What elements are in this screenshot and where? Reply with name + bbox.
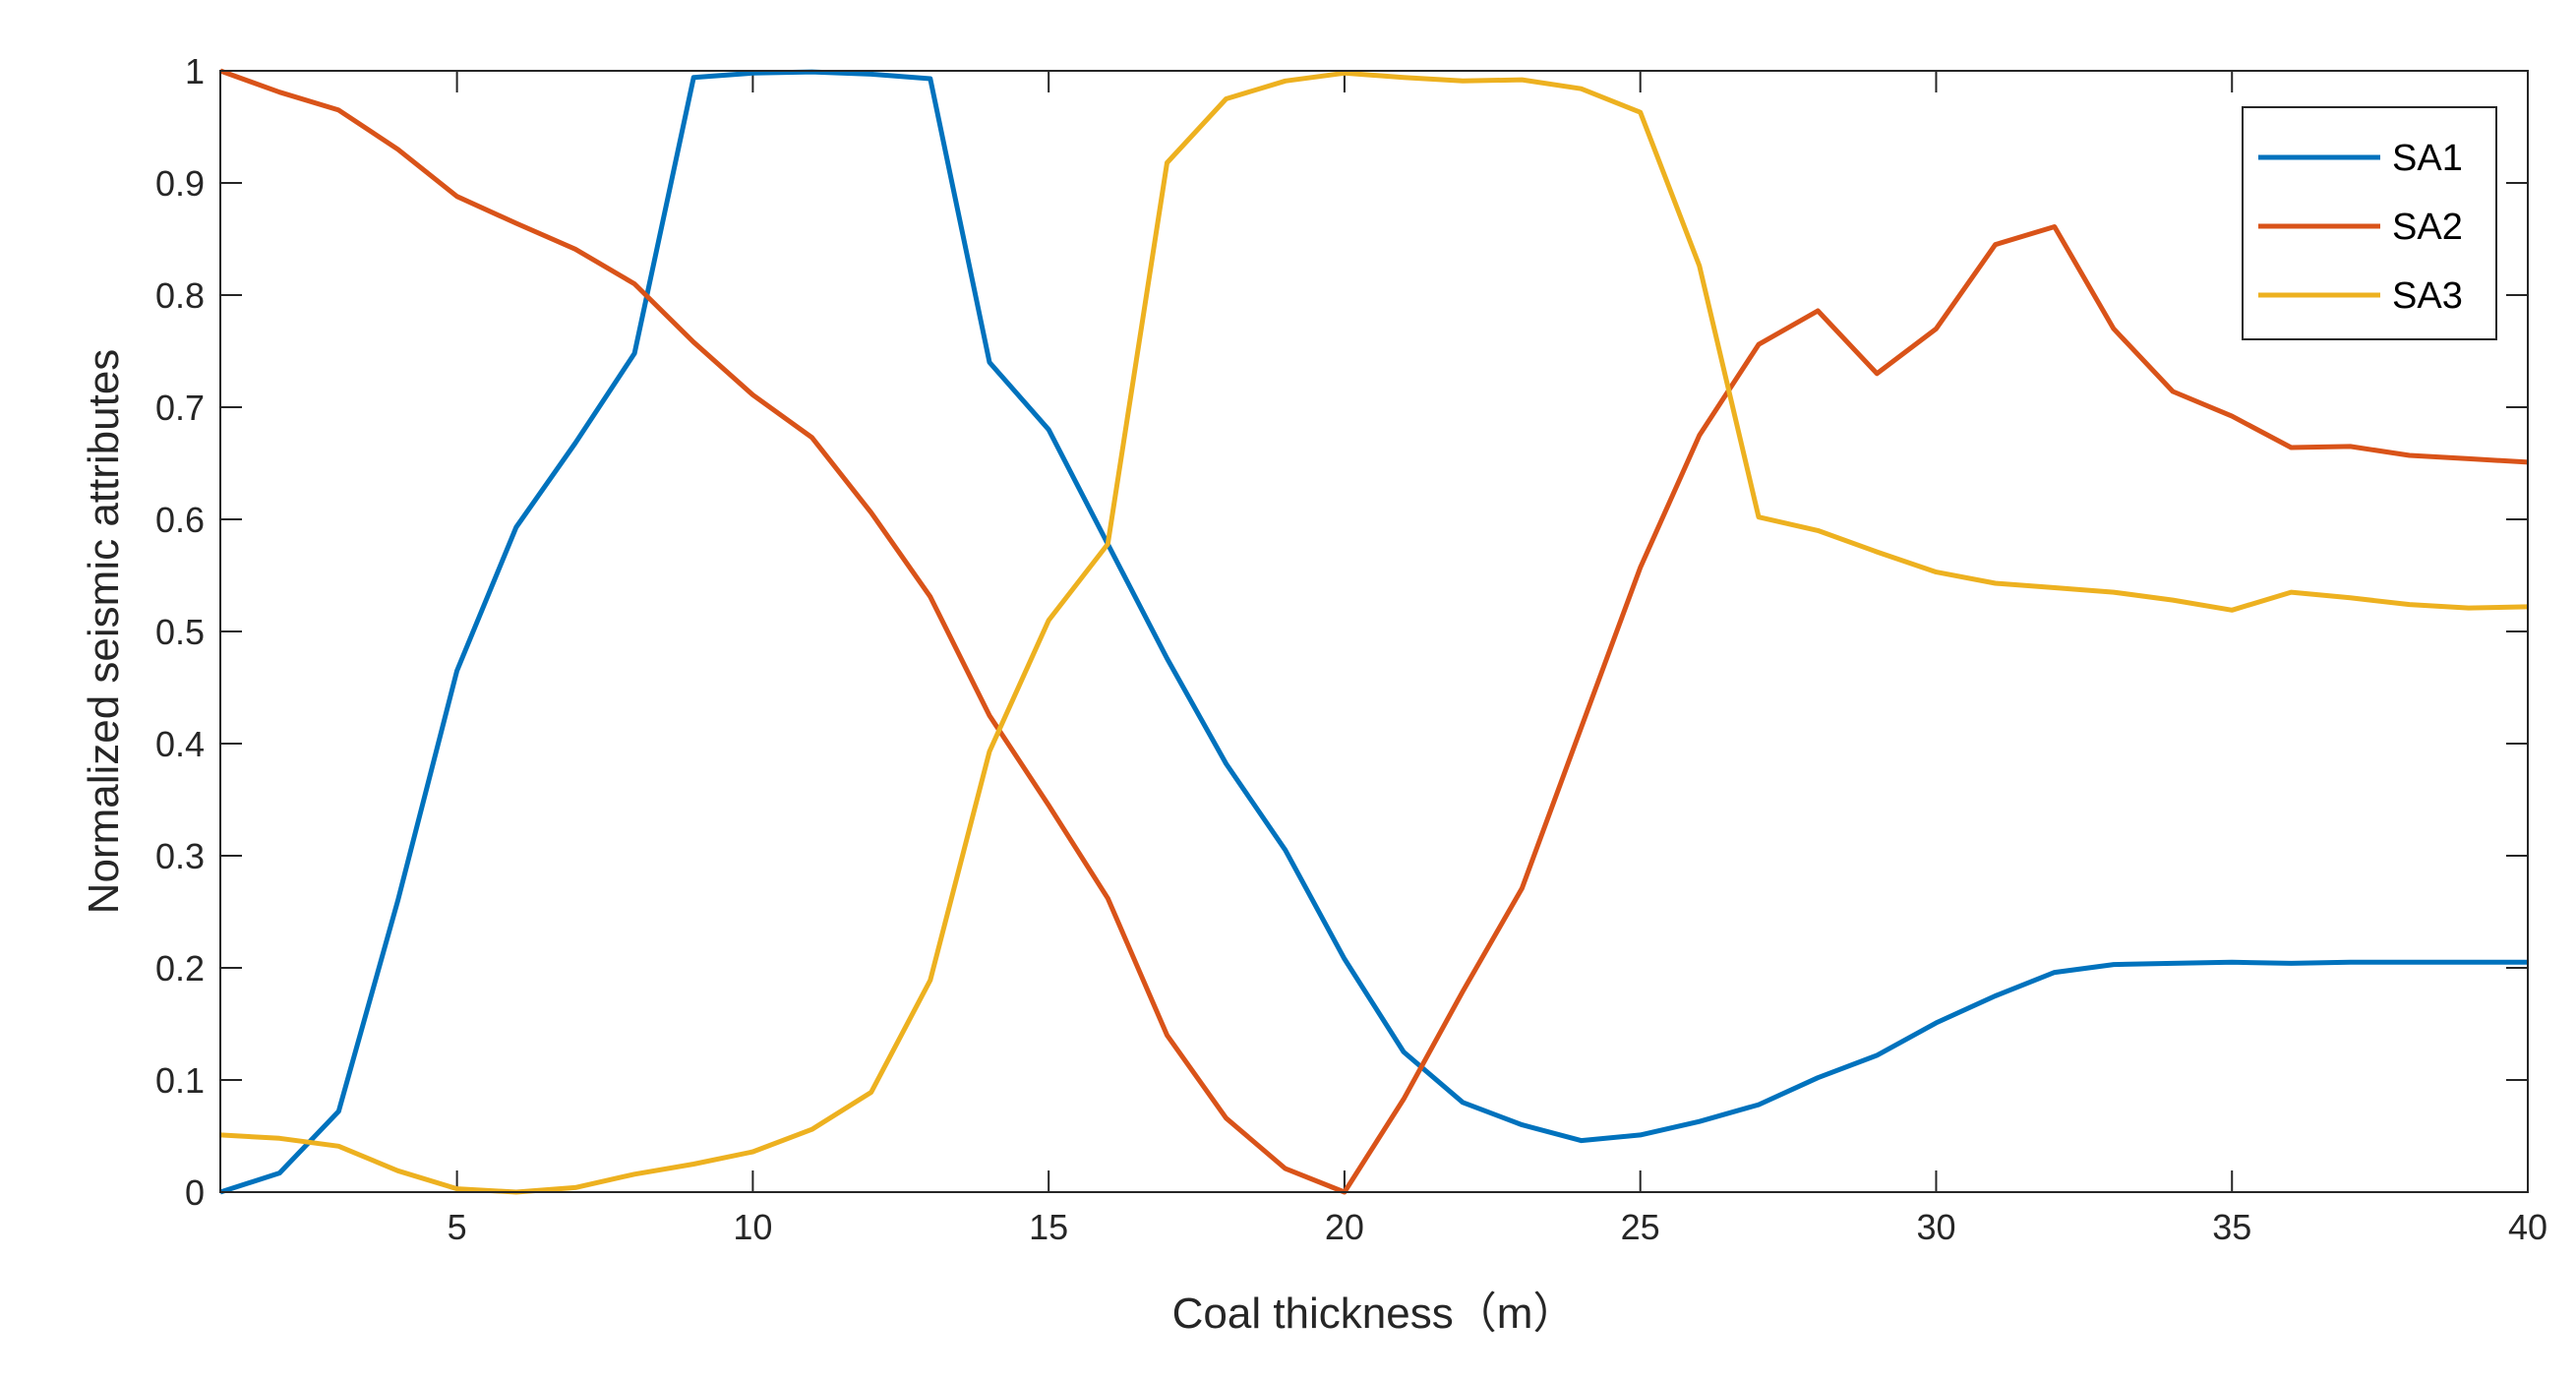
x-tick-label-30: 30	[1916, 1207, 1955, 1247]
series-lines	[219, 68, 2529, 1195]
series-line-sa2	[219, 68, 2529, 1195]
series-line-sa3	[219, 70, 2529, 1195]
x-tick-label-40: 40	[2508, 1207, 2547, 1247]
series-line-sa1	[219, 69, 2528, 1195]
y-tick-label-0: 0	[185, 1172, 205, 1213]
x-tick-label-10: 10	[733, 1207, 772, 1247]
y-tick-label-7: 0.7	[155, 388, 205, 428]
y-tick-label-2: 0.2	[155, 948, 205, 989]
plot-frame	[219, 70, 2529, 1193]
legend-label-sa1: SA1	[2392, 138, 2463, 179]
y-tick-label-9: 0.9	[155, 163, 205, 204]
legend-label-sa3: SA3	[2392, 275, 2463, 317]
y-tick-label-8: 0.8	[155, 275, 205, 316]
tick-labels: 5 10 15 20 25 30 35 40 0 0.1 0.2 0.3 0.4 0.5 0.6 0.7 0.8…	[155, 51, 2547, 1247]
y-tick-label-3: 0.3	[155, 836, 205, 876]
y-tick-label-10: 1	[185, 51, 205, 91]
x-tick-label-25: 25	[1621, 1207, 1660, 1247]
legend: SA1 SA2 SA3	[2242, 106, 2497, 340]
y-axis-title: Normalized seismic attributes	[80, 349, 128, 915]
x-tick-label-15: 15	[1029, 1207, 1068, 1247]
y-tick-label-1: 0.1	[155, 1060, 205, 1101]
y-tick-label-6: 0.6	[155, 500, 205, 540]
plot-background	[220, 71, 2528, 1192]
x-tick-label-35: 35	[2212, 1207, 2251, 1247]
x-tick-label-5: 5	[448, 1207, 467, 1247]
y-tick-label-4: 0.4	[155, 724, 205, 764]
y-tick-label-5: 0.5	[155, 612, 205, 652]
x-axis-title: Coal thickness（m）	[1172, 1289, 1577, 1338]
x-tick-label-20: 20	[1325, 1207, 1364, 1247]
legend-box	[2242, 106, 2497, 340]
legend-label-sa2: SA2	[2392, 207, 2463, 248]
